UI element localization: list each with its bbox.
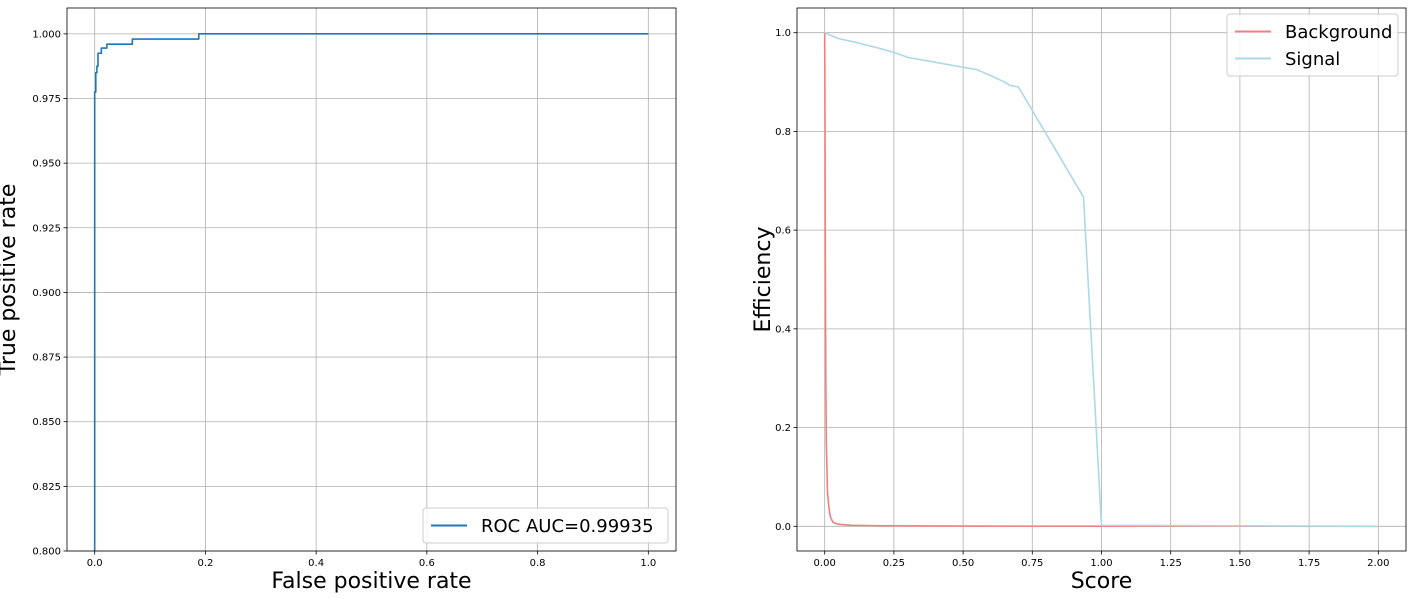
roc-chart: 0.0 0.2 0.4 0.6 0.8 1.0 0.8000.8250.8500.8750… xyxy=(0,7,677,594)
roc-x-tick-label: 0.0 xyxy=(87,558,103,569)
efficiency-x-tick-label: 1.00 xyxy=(1090,558,1112,569)
efficiency-legend-box xyxy=(1226,13,1399,77)
roc-y-tick-label: 0.800 xyxy=(32,547,61,558)
roc-y-tick-label: 0.850 xyxy=(32,417,61,428)
roc-y-tick-label: 0.925 xyxy=(32,223,61,234)
roc-y-ticks: 0.800 0.825 0.850 0.875 0.900 0.925 0.950 0.975… xyxy=(32,29,67,558)
efficiency-grid xyxy=(797,8,1406,551)
roc-plot-frame xyxy=(66,7,677,552)
roc-x-tick-label: 0.4 xyxy=(308,558,324,569)
roc-grid xyxy=(67,8,676,552)
roc-x-tick-label: 1.0 xyxy=(640,558,656,569)
roc-legend-label: ROC AUC=0.99935 xyxy=(481,516,654,537)
roc-x-tick-label: 0.8 xyxy=(530,558,546,569)
efficiency-legend-label: Signal xyxy=(1285,49,1340,70)
efficiency-x-tick-label: 0.75 xyxy=(1021,558,1043,569)
efficiency-y-tick-label: 0.0 xyxy=(775,522,791,533)
roc-legend: ROC AUC=0.99935 xyxy=(422,507,669,544)
efficiency-x-tick-label: 1.25 xyxy=(1160,558,1182,569)
efficiency-y-tick-label: 0.4 xyxy=(775,324,791,335)
efficiency-x-tick-label: 0.50 xyxy=(952,558,974,569)
roc-series-lines xyxy=(93,33,649,551)
efficiency-y-tick-label: 0.6 xyxy=(775,226,791,237)
efficiency-series-line-0 xyxy=(823,32,1379,528)
roc-y-tick-label: 0.875 xyxy=(32,353,61,364)
roc-y-axis-label: True positive rate xyxy=(0,184,21,377)
efficiency-x-ticks: 0.00 0.25 0.50 0.75 1.00 1.25 1.50 1.75 2.00 xyxy=(814,551,1389,569)
roc-y-tick-label: 0.825 xyxy=(32,482,61,493)
efficiency-x-tick-label: 1.50 xyxy=(1229,558,1251,569)
efficiency-legend-label: Background xyxy=(1285,22,1392,43)
roc-y-tick-label: 0.900 xyxy=(32,288,61,299)
efficiency-x-tick-label: 1.75 xyxy=(1298,558,1320,569)
roc-x-tick-label: 0.6 xyxy=(419,558,435,569)
roc-x-tick-label: 0.2 xyxy=(197,558,213,569)
efficiency-series-lines xyxy=(823,31,1379,528)
efficiency-y-tick-label: 0.8 xyxy=(775,127,791,138)
roc-x-ticks: 0.0 0.2 0.4 0.6 0.8 1.0 xyxy=(87,551,656,569)
efficiency-x-axis-label: Score xyxy=(1071,569,1133,594)
efficiency-y-axis-label: Efficiency xyxy=(751,227,776,333)
roc-x-axis-label: False positive rate xyxy=(271,569,471,594)
efficiency-y-tick-label: 0.2 xyxy=(775,423,791,434)
efficiency-y-ticks: 0.0 0.2 0.4 0.6 0.8 1.0 xyxy=(775,28,797,533)
efficiency-series-line-1 xyxy=(824,31,1379,528)
roc-y-tick-label: 0.950 xyxy=(32,159,61,170)
efficiency-y-tick-label: 1.0 xyxy=(775,28,791,39)
efficiency-x-tick-label: 2.00 xyxy=(1367,558,1389,569)
roc-y-tick-label: 0.975 xyxy=(32,94,61,105)
roc-series-line-0 xyxy=(93,33,649,551)
efficiency-chart: 0.00 0.25 0.50 0.75 1.00 1.25 1.50 1.75 2.00 0.0… xyxy=(751,7,1407,594)
efficiency-x-tick-label: 0.00 xyxy=(814,558,836,569)
roc-y-tick-label: 1.000 xyxy=(32,29,61,40)
roc-legend-box xyxy=(422,507,669,544)
efficiency-legend: Background Signal xyxy=(1226,13,1399,77)
efficiency-x-tick-label: 0.25 xyxy=(883,558,905,569)
